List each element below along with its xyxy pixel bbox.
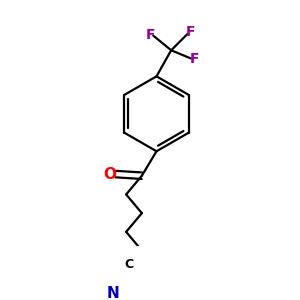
Text: O: O xyxy=(103,167,116,182)
Text: F: F xyxy=(146,28,156,42)
Text: F: F xyxy=(190,52,200,66)
Text: C: C xyxy=(125,258,134,271)
Text: F: F xyxy=(186,25,196,39)
Text: N: N xyxy=(106,286,119,300)
